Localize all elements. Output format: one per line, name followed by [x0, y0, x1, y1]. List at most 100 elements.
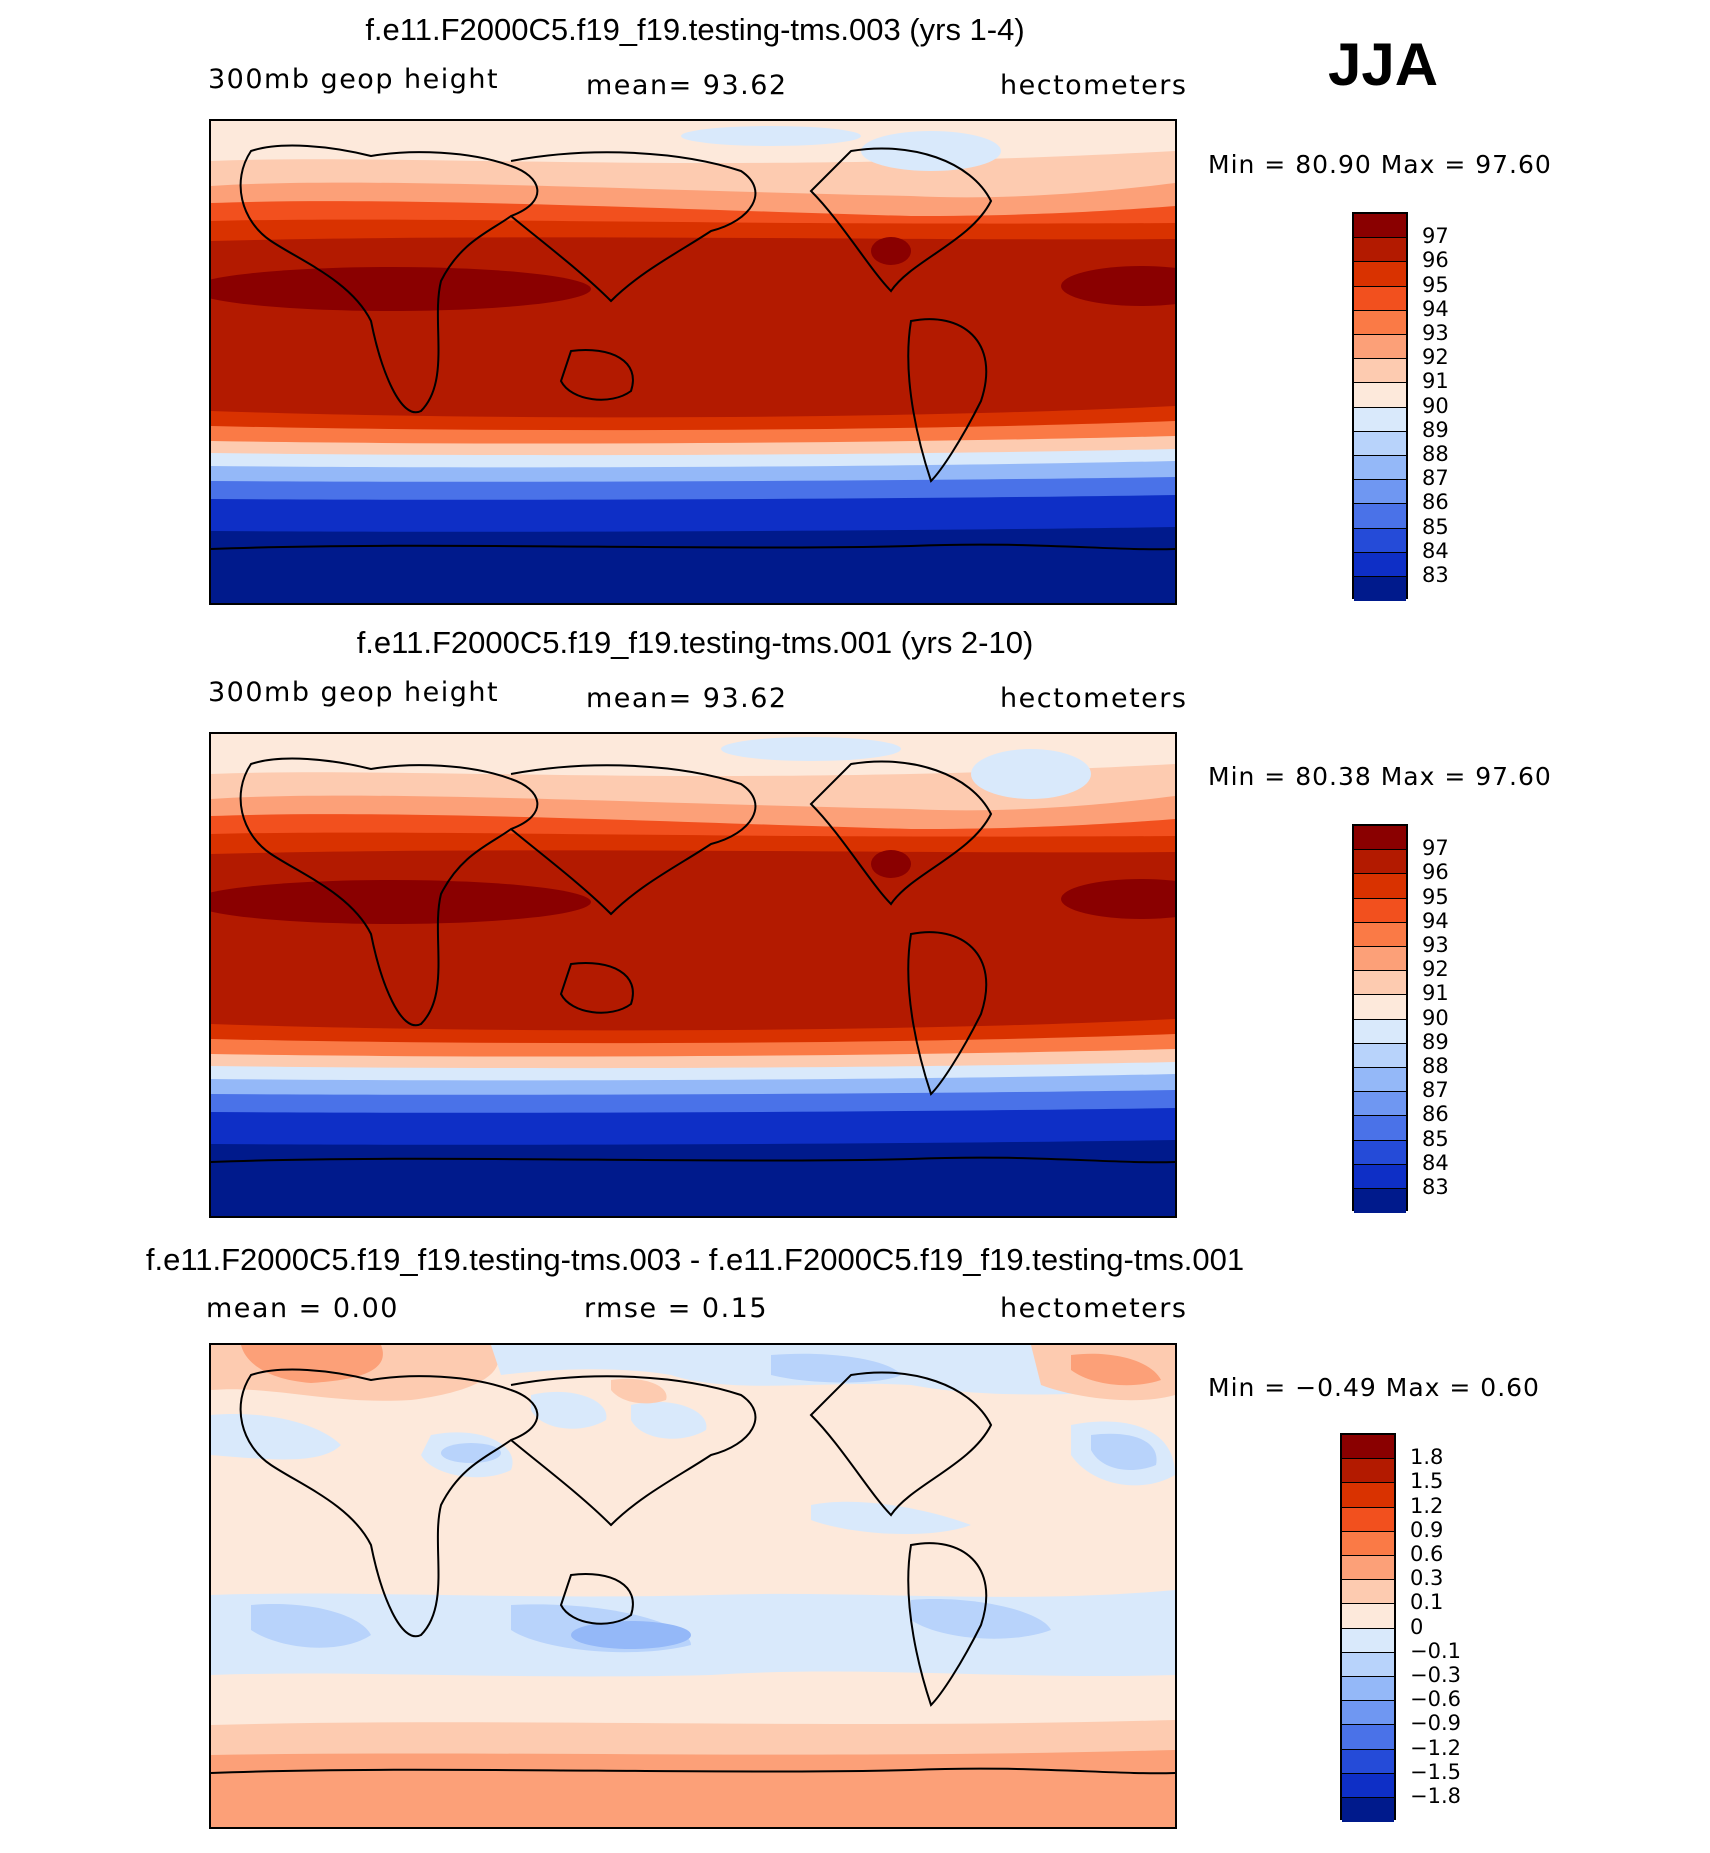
panel-middle-mean-label: mean= 93.62 [586, 683, 788, 714]
colorbar-tick-label: 0.9 [1410, 1517, 1444, 1542]
colorbar-swatch [1354, 335, 1406, 360]
colorbar-swatch [1354, 310, 1406, 335]
colorbar-tick-label: 90 [1422, 393, 1449, 418]
colorbar-swatch [1354, 286, 1406, 311]
colorbar-tick-label: 1.5 [1410, 1469, 1444, 1494]
colorbar-swatch [1354, 214, 1406, 239]
colorbar-tick-label: −1.5 [1410, 1759, 1461, 1784]
panel-bottom-map [209, 1343, 1177, 1829]
panel-top-map [209, 119, 1177, 605]
colorbar-swatch [1342, 1628, 1394, 1653]
colorbar-box [1352, 212, 1408, 602]
colorbar-box [1340, 1433, 1396, 1823]
colorbar-tick-label: 92 [1422, 345, 1449, 370]
colorbar-tick-label: 87 [1422, 1078, 1449, 1103]
colorbar-swatch [1354, 971, 1406, 996]
colorbar-swatch [1354, 552, 1406, 577]
colorbar-swatch [1354, 826, 1406, 851]
colorbar-swatch [1342, 1677, 1394, 1702]
colorbar-tick-label: 84 [1422, 1150, 1449, 1175]
colorbar-swatch [1342, 1773, 1394, 1798]
colorbar-tick-label: −0.6 [1410, 1687, 1461, 1712]
colorbar-tick-label: 85 [1422, 1126, 1449, 1151]
colorbar-tick-label: 96 [1422, 860, 1449, 885]
colorbar-tick-label: 1.2 [1410, 1493, 1444, 1518]
colorbar-swatch [1354, 922, 1406, 947]
colorbar-tick-label: 94 [1422, 296, 1449, 321]
colorbar-tick-label: −0.1 [1410, 1638, 1461, 1663]
colorbar-swatch [1354, 480, 1406, 505]
colorbar-tick-label: 95 [1422, 884, 1449, 909]
colorbar-swatch [1342, 1507, 1394, 1532]
colorbar-tick-label: 0.6 [1410, 1542, 1444, 1566]
colorbar-tick-label: 93 [1422, 321, 1449, 345]
colorbar-swatch [1342, 1749, 1394, 1774]
colorbar-tick-label: 90 [1422, 1005, 1449, 1030]
colorbar-swatch [1342, 1483, 1394, 1508]
colorbar-tick-label: 97 [1422, 836, 1449, 861]
colorbar-tick-label: −0.9 [1410, 1711, 1461, 1736]
panel-bottom-minmax: Min = −0.49 Max = 0.60 [1208, 1373, 1540, 1402]
colorbar-swatch [1354, 947, 1406, 972]
colorbar-tick-label: 88 [1422, 1054, 1449, 1078]
colorbar-tick-label: 92 [1422, 957, 1449, 982]
colorbar-tick-label: 0.3 [1410, 1566, 1444, 1591]
colorbar-swatch [1354, 528, 1406, 553]
season-label: JJA [1328, 31, 1439, 98]
colorbar-tick-label: 97 [1422, 224, 1449, 249]
colorbar-tick-label: 87 [1422, 466, 1449, 491]
colorbar-tick-label: 85 [1422, 514, 1449, 539]
colorbar-tick-label: 0.1 [1410, 1590, 1444, 1615]
colorbar-tick-label: 84 [1422, 538, 1449, 563]
panel-bottom-map-svg [211, 1345, 1175, 1827]
panel-top-units-label: hectometers [1000, 70, 1188, 101]
colorbar-box [1352, 824, 1408, 1214]
panel-top-map-svg [211, 121, 1175, 603]
panel-middle-map-svg [211, 734, 1175, 1216]
colorbar-swatch [1342, 1701, 1394, 1726]
colorbar-tick-label: −1.2 [1410, 1735, 1461, 1760]
colorbar-tick-label: 86 [1422, 490, 1449, 515]
colorbar-tick-label: 89 [1422, 417, 1449, 442]
panel-bottom-units-label: hectometers [1000, 1293, 1188, 1324]
colorbar-swatch [1354, 262, 1406, 287]
colorbar-swatch [1342, 1556, 1394, 1581]
colorbar-swatch [1354, 1164, 1406, 1189]
colorbar-swatch [1342, 1725, 1394, 1750]
colorbar-tick-label: 91 [1422, 369, 1449, 394]
panel-bottom-rmse-label: rmse = 0.15 [584, 1293, 769, 1324]
colorbar-swatch [1342, 1531, 1394, 1556]
colorbar-tick-label: 96 [1422, 248, 1449, 273]
colorbar-tick-label: 88 [1422, 442, 1449, 466]
colorbar-swatch [1354, 238, 1406, 263]
panel-top-minmax: Min = 80.90 Max = 97.60 [1208, 150, 1552, 179]
colorbar-tick-label: 86 [1422, 1102, 1449, 1127]
colorbar-swatch [1354, 1140, 1406, 1165]
colorbar-swatch [1354, 1068, 1406, 1093]
panel-middle-minmax: Min = 80.38 Max = 97.60 [1208, 762, 1552, 791]
panel-bottom-title: f.e11.F2000C5.f19_f19.testing-tms.003 - … [145, 1242, 1245, 1277]
colorbar-swatch [1342, 1459, 1394, 1484]
colorbar-tick-label: −1.8 [1410, 1784, 1461, 1808]
colorbar-swatch [1354, 1092, 1406, 1117]
colorbar-swatch [1354, 431, 1406, 456]
panel-middle-field-label: 300mb geop height [208, 677, 500, 708]
colorbar-tick-label: 0 [1410, 1614, 1424, 1639]
colorbar-tick-label: 89 [1422, 1029, 1449, 1054]
colorbar-swatch [1354, 407, 1406, 432]
colorbar-swatch [1354, 995, 1406, 1020]
panel-top-field-label: 300mb geop height [208, 64, 500, 95]
panel-middle-units-label: hectometers [1000, 683, 1188, 714]
panel-middle-title: f.e11.F2000C5.f19_f19.testing-tms.001 (y… [356, 625, 1034, 660]
colorbar-swatch [1342, 1604, 1394, 1629]
colorbar-swatch [1342, 1798, 1394, 1823]
colorbar-swatch [1354, 1043, 1406, 1068]
colorbar-swatch [1354, 850, 1406, 875]
colorbar-swatch [1354, 874, 1406, 899]
colorbar-tick-label: 1.8 [1410, 1445, 1444, 1470]
colorbar-swatch [1342, 1435, 1394, 1460]
colorbar-swatch [1354, 577, 1406, 602]
colorbar-swatch [1342, 1652, 1394, 1677]
colorbar-swatch [1342, 1580, 1394, 1605]
colorbar-tick-label: 93 [1422, 933, 1449, 957]
